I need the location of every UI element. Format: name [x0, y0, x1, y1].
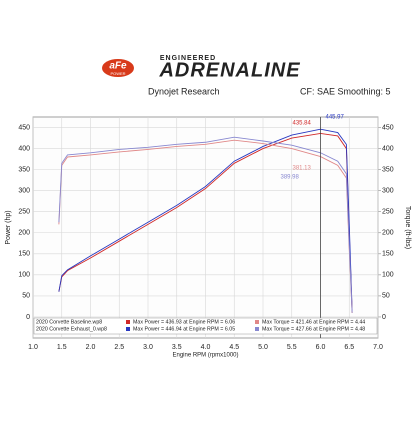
annotation: 381.13	[293, 166, 312, 172]
tagline: ENGINEERED	[160, 55, 216, 62]
y2-axis-label: Torque (ft-lbs)	[404, 206, 411, 249]
legend-max-torque: Max Torque = 427.66 at Engine RPM = 4.48	[262, 326, 365, 332]
series-line	[58, 128, 353, 311]
legend-swatch	[255, 320, 259, 324]
brand: ADRENALINE	[158, 59, 300, 81]
y-tick-label: 300	[18, 188, 30, 195]
y2-tick-label: 50	[382, 293, 390, 300]
x-tick-label: 3.0	[143, 344, 153, 351]
legend-max-torque: Max Torque = 421.46 at Engine RPM = 4.44	[262, 319, 365, 325]
x-tick-label: 2.5	[114, 344, 124, 351]
y-tick-label: 50	[22, 293, 30, 300]
y2-tick-label: 350	[382, 166, 394, 173]
y2-tick-label: 0	[382, 314, 386, 321]
annotation: 389.98	[281, 175, 300, 181]
left-note: Dynojet Research	[148, 86, 220, 96]
y-tick-label: 200	[18, 230, 30, 237]
logo-badge	[102, 59, 134, 77]
x-tick-label: 4.5	[229, 344, 239, 351]
legend-swatch	[126, 320, 130, 324]
y2-tick-label: 450	[382, 124, 394, 131]
logo-sub: POWER	[110, 71, 125, 76]
y-tick-label: 450	[18, 124, 30, 131]
y2-tick-label: 400	[382, 145, 394, 152]
legend-swatch	[126, 327, 130, 331]
legend-file: 2020 Corvette Baseline.wp8	[36, 319, 102, 325]
logo: aFe	[109, 61, 127, 72]
y2-tick-label: 300	[382, 188, 394, 195]
series-line	[58, 132, 353, 313]
x-tick-label: 4.0	[201, 344, 211, 351]
x-tick-label: 3.5	[172, 344, 182, 351]
y-tick-label: 0	[26, 314, 30, 321]
y2-tick-label: 100	[382, 272, 394, 279]
y-tick-label: 150	[18, 251, 30, 258]
legend-file: 2020 Corvette Exhaust_0.wp8	[36, 326, 107, 332]
y-tick-label: 100	[18, 272, 30, 279]
y-tick-label: 250	[18, 209, 30, 216]
y-axis-label: Power (hp)	[5, 210, 12, 244]
x-tick-label: 1.5	[57, 344, 67, 351]
x-tick-label: 2.0	[86, 344, 96, 351]
legend-max-power: Max Power = 436.93 at Engine RPM = 6.06	[133, 319, 235, 325]
x-tick-label: 6.0	[316, 344, 326, 351]
y-tick-label: 400	[18, 145, 30, 152]
annotation: 435.84	[293, 121, 312, 127]
x-tick-label: 5.0	[258, 344, 268, 351]
annotation: 445.97	[326, 115, 345, 121]
x-axis-label: Engine RPM (rpmx1000)	[172, 353, 238, 359]
series-line	[58, 139, 353, 313]
x-tick-label: 6.5	[344, 344, 354, 351]
legend-max-power: Max Power = 446.94 at Engine RPM = 6.05	[133, 326, 235, 332]
y2-tick-label: 250	[382, 209, 394, 216]
x-tick-label: 5.5	[287, 344, 297, 351]
right-note: CF: SAE Smoothing: 5	[300, 86, 391, 96]
y-tick-label: 350	[18, 166, 30, 173]
y2-tick-label: 200	[382, 230, 394, 237]
y2-tick-label: 150	[382, 251, 394, 258]
x-tick-label: 1.0	[28, 344, 38, 351]
x-tick-label: 7.0	[373, 344, 383, 351]
legend-box	[33, 317, 378, 335]
series-line	[58, 136, 353, 313]
legend-swatch	[255, 327, 259, 331]
